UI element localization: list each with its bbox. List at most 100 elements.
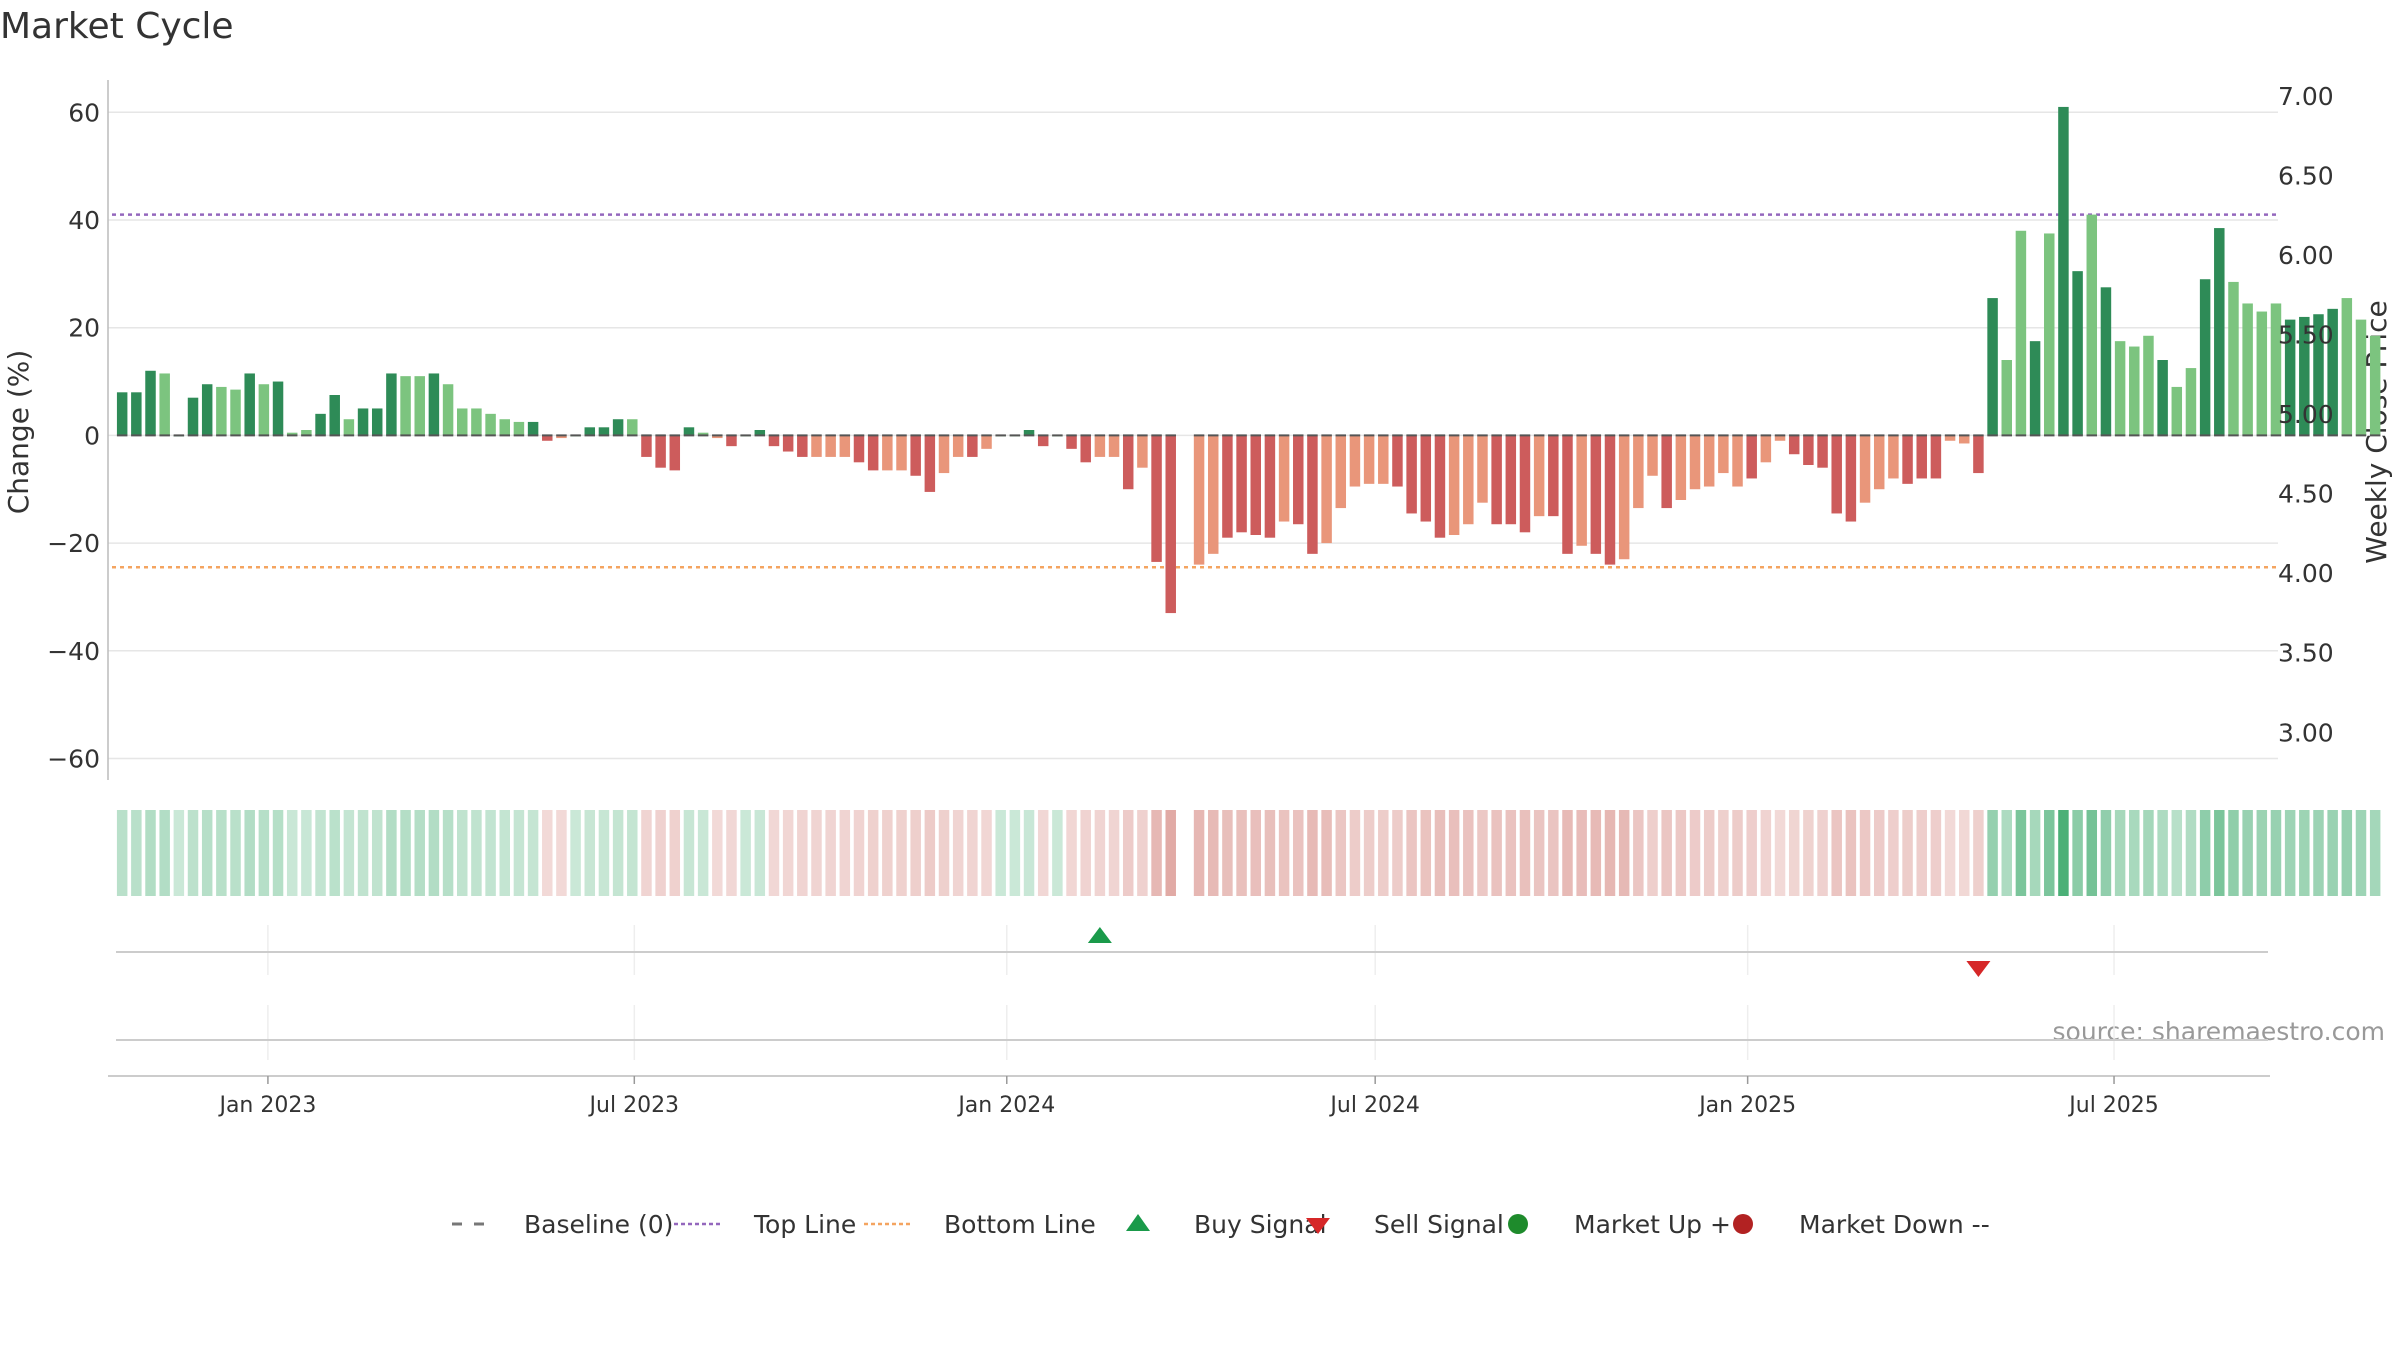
x-tick-label: Jan 2024 [956, 1093, 1055, 1118]
y-tick-label: −60 [47, 744, 100, 773]
strength-cell [1618, 810, 1630, 896]
strength-cell [1477, 810, 1488, 896]
legend-label: Buy Signal [1194, 1210, 1327, 1239]
bar [1477, 435, 1488, 503]
y-right-tick-label: 3.00 [2278, 718, 2334, 747]
bar [2341, 298, 2353, 436]
strength-cell [641, 810, 652, 896]
strength-cell [527, 810, 539, 896]
strength-cell [1363, 810, 1375, 896]
strength-cell [2157, 810, 2168, 896]
strength-cell [655, 810, 666, 896]
bar [1618, 435, 1630, 560]
strength-cell [782, 810, 794, 896]
strength-cell [258, 810, 270, 896]
bar [910, 435, 921, 476]
legend-label: Top Line [753, 1210, 856, 1239]
strength-cell [2242, 810, 2253, 896]
bar [825, 435, 836, 457]
bar [768, 435, 780, 447]
y-right-tick-label: 4.50 [2278, 480, 2334, 509]
sell-signal-marker [1966, 961, 1991, 977]
bar [867, 435, 879, 471]
strength-cell [1122, 810, 1134, 896]
x-tick-label: Jan 2023 [217, 1093, 316, 1118]
strength-cell [896, 810, 907, 896]
strength-cell [131, 810, 142, 896]
bar [2157, 360, 2168, 436]
strength-cell [612, 810, 624, 896]
bar [967, 435, 978, 457]
strength-cell [2044, 810, 2055, 896]
strength-cell [428, 810, 440, 896]
strength-cell [967, 810, 978, 896]
strength-cell [1491, 810, 1502, 896]
bar [1604, 435, 1616, 565]
bar [627, 419, 638, 436]
bar [343, 419, 355, 436]
legend-label: Market Down -- [1799, 1210, 1990, 1239]
strength-cell [1916, 810, 1927, 896]
bar [1689, 435, 1701, 490]
bar [2143, 335, 2154, 436]
bar [1873, 435, 1885, 490]
strength-cell [2086, 810, 2098, 896]
strength-cell [1066, 810, 1077, 896]
bar [712, 435, 723, 439]
bar [1137, 435, 1148, 468]
bar [1760, 435, 1772, 463]
strength-cell [910, 810, 921, 896]
legend-label: Market Up ++ [1574, 1210, 1752, 1239]
bar [2171, 386, 2183, 436]
bar [938, 435, 950, 474]
strength-cell [2313, 810, 2324, 896]
strength-cell [924, 810, 936, 896]
legend-item: Buy Signal [1126, 1210, 1327, 1239]
bar [272, 381, 284, 436]
bar [1774, 435, 1786, 441]
strength-cell [570, 810, 581, 896]
y-right-tick-label: 6.00 [2278, 241, 2334, 270]
bar [1902, 435, 1913, 484]
strength-cell [1321, 810, 1332, 896]
y-tick-label: −20 [47, 529, 100, 558]
strength-cell [1080, 810, 1091, 896]
strength-cell [1009, 810, 1021, 896]
bar [1108, 435, 1120, 457]
legend-item: Bottom Line [864, 1210, 1096, 1239]
strength-cell [1548, 810, 1559, 896]
strength-cell [513, 810, 525, 896]
bar [1590, 435, 1602, 554]
strength-cell [683, 810, 695, 896]
strength-cell [1987, 810, 1998, 896]
legend: Baseline (0) Top Line Bottom Line Buy Signa… [452, 1210, 1990, 1239]
strength-cell [1293, 810, 1304, 896]
strength-cell [995, 810, 1006, 896]
strength-cell [1137, 810, 1148, 896]
bar [1732, 435, 1743, 487]
bar [386, 373, 397, 436]
bar [2355, 319, 2367, 436]
grid-layer [108, 111, 2278, 1060]
bar [882, 435, 893, 471]
bar [697, 432, 709, 436]
strength-cell [1448, 810, 1460, 896]
strength-cell [2256, 810, 2268, 896]
bar [1066, 435, 1077, 449]
strength-cell [400, 810, 411, 896]
strength-cell [867, 810, 879, 896]
bar [371, 408, 383, 436]
bar [1803, 435, 1814, 465]
bar [1661, 435, 1672, 509]
buy-signal-marker [1087, 927, 1112, 943]
bar [1094, 435, 1106, 457]
strength-cell [1888, 810, 1899, 896]
strength-cell [1278, 810, 1290, 896]
strength-cell [2355, 810, 2367, 896]
bar [201, 384, 213, 436]
bar [1448, 435, 1460, 535]
strength-cell [1406, 810, 1417, 896]
strength-cell [1746, 810, 1757, 896]
strength-cell [1590, 810, 1602, 896]
bar [1207, 435, 1219, 554]
